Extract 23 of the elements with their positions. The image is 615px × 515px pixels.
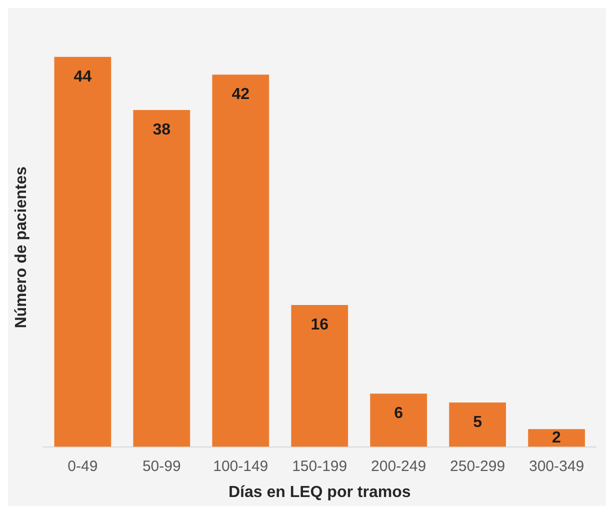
- bar: [54, 56, 112, 447]
- bar: [370, 394, 427, 447]
- x-tick-label: 50-99: [142, 458, 181, 475]
- data-label: 38: [152, 121, 171, 138]
- x-tick-label: 250-299: [450, 458, 506, 475]
- y-axis-title: Número de pacientes: [13, 166, 30, 328]
- bar: [528, 429, 585, 447]
- data-label: 44: [74, 68, 92, 86]
- x-tick-label: 0-49: [68, 458, 98, 475]
- bar: [133, 110, 190, 447]
- data-label: 5: [473, 414, 482, 431]
- x-tick-label: 150-199: [292, 458, 348, 475]
- bar: [449, 402, 506, 447]
- data-label: 42: [232, 86, 250, 103]
- bar: [291, 305, 348, 447]
- data-label: 16: [310, 316, 329, 334]
- bar: [212, 74, 270, 447]
- x-tick-label: 100-149: [213, 458, 268, 475]
- data-label: 2: [552, 429, 562, 446]
- x-axis-title: Días en LEQ por tramos: [228, 484, 411, 501]
- x-tick-label: 200-249: [371, 458, 426, 475]
- x-tick-label: 300-349: [528, 458, 584, 475]
- data-label: 6: [394, 405, 404, 422]
